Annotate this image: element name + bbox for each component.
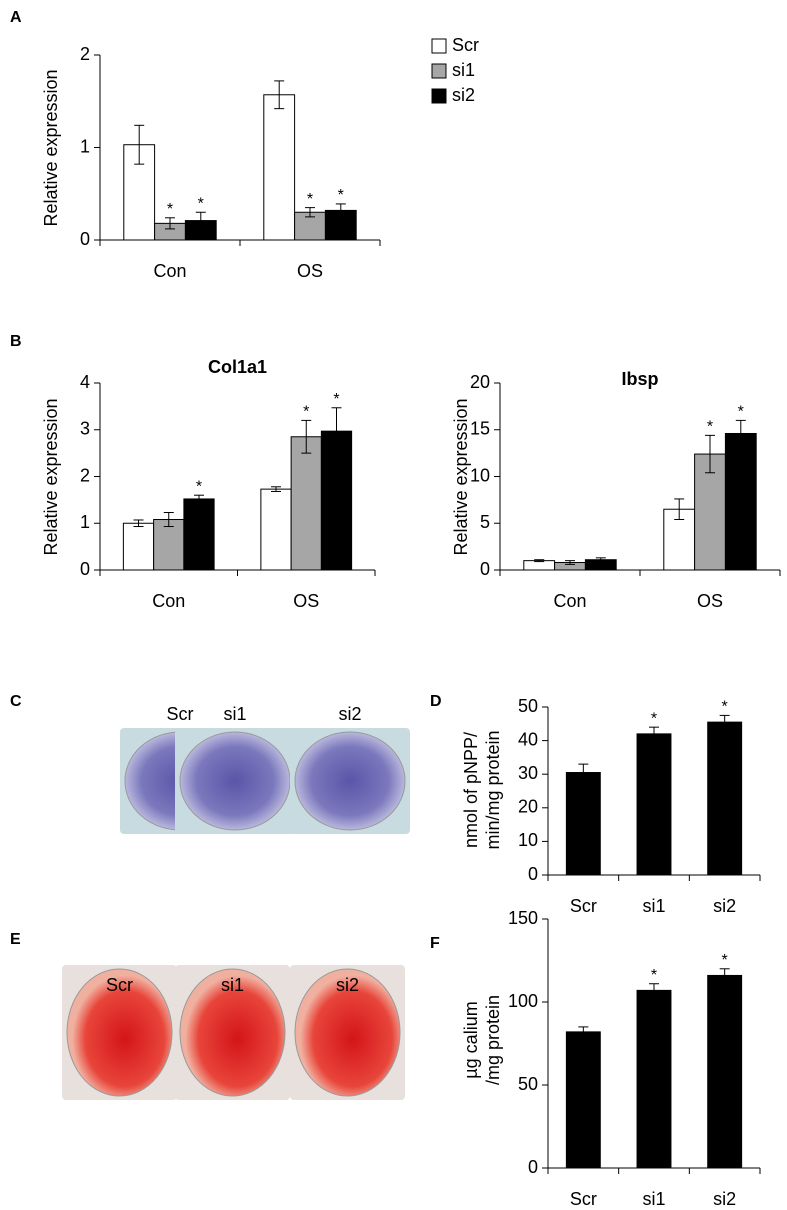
y-tick-label: 4	[80, 372, 90, 392]
chart-title: Ibsp	[621, 369, 658, 389]
significance: *	[738, 404, 744, 421]
legend-label: si2	[452, 85, 475, 105]
legend-swatch	[431, 63, 447, 79]
x-tick-label: OS	[297, 261, 323, 281]
well-caption: Scr	[167, 704, 194, 724]
well-caption: Scr	[106, 975, 133, 995]
bar	[707, 721, 743, 876]
y-tick-label: 0	[80, 229, 90, 249]
y-tick-label: 40	[518, 729, 538, 749]
x-tick-label: si1	[642, 1189, 665, 1209]
x-tick-label: Con	[553, 591, 586, 611]
bar	[260, 488, 292, 571]
bar	[263, 94, 296, 241]
y-axis-label: nmol of pNPP/	[461, 732, 481, 848]
y-tick-label: 150	[508, 908, 538, 928]
x-tick-label: OS	[697, 591, 723, 611]
y-axis-label: Relative expression	[451, 398, 471, 555]
y-axis-label: Relative expression	[41, 398, 61, 555]
significance: *	[167, 201, 173, 218]
bar	[707, 974, 743, 1169]
bar	[565, 772, 601, 876]
legend-swatch	[431, 88, 447, 104]
y-tick-label: 1	[80, 136, 90, 156]
x-tick-label: si2	[713, 896, 736, 916]
y-tick-label: 20	[470, 372, 490, 392]
y-tick-label: 0	[528, 1157, 538, 1177]
y-tick-label: 2	[80, 465, 90, 485]
y-tick-label: 5	[480, 512, 490, 532]
significance: *	[651, 967, 657, 984]
panel-label: D	[430, 693, 442, 710]
y-tick-label: 10	[518, 830, 538, 850]
y-tick-label: 20	[518, 797, 538, 817]
chart-title: Col1a1	[208, 357, 267, 377]
bar	[290, 436, 322, 571]
well	[179, 731, 291, 831]
legend-label: Scr	[452, 35, 479, 55]
significance: *	[651, 710, 657, 727]
y-tick-label: 1	[80, 512, 90, 532]
significance: *	[707, 419, 713, 436]
y-tick-label: 0	[80, 559, 90, 579]
well	[179, 968, 286, 1097]
significance: *	[338, 187, 344, 204]
x-tick-label: OS	[293, 591, 319, 611]
panel-label: C	[10, 693, 22, 710]
y-axis-label: µg calium	[461, 1001, 481, 1078]
well-caption: si1	[223, 704, 246, 724]
y-tick-label: 2	[80, 44, 90, 64]
x-tick-label: Con	[153, 261, 186, 281]
x-tick-label: si2	[713, 1189, 736, 1209]
x-tick-label: Scr	[570, 896, 597, 916]
y-axis-label: /mg protein	[483, 995, 503, 1085]
bar	[183, 498, 215, 571]
y-tick-label: 30	[518, 763, 538, 783]
panel-label: A	[10, 9, 22, 26]
well	[66, 968, 173, 1097]
x-tick-label: Scr	[570, 1189, 597, 1209]
panel-label: F	[430, 935, 440, 952]
y-tick-label: 15	[470, 419, 490, 439]
y-tick-label: 50	[518, 696, 538, 716]
well-caption: si2	[336, 975, 359, 995]
panel-label: B	[10, 333, 22, 350]
significance: *	[198, 195, 204, 212]
y-tick-label: 100	[508, 991, 538, 1011]
bar	[565, 1031, 601, 1169]
y-axis-label: Relative expression	[41, 69, 61, 226]
bar	[636, 989, 672, 1169]
y-axis-label: min/mg protein	[483, 730, 503, 849]
significance: *	[196, 478, 202, 495]
y-tick-label: 3	[80, 419, 90, 439]
x-tick-label: si1	[642, 896, 665, 916]
x-tick-label: Con	[152, 591, 185, 611]
significance: *	[307, 191, 313, 208]
y-tick-label: 0	[528, 864, 538, 884]
significance: *	[722, 952, 728, 969]
significance: *	[722, 699, 728, 716]
bar	[636, 733, 672, 876]
y-tick-label: 10	[470, 465, 490, 485]
significance: *	[333, 391, 339, 408]
bar	[122, 522, 155, 571]
y-tick-label: 50	[518, 1074, 538, 1094]
bar	[153, 519, 185, 571]
significance: *	[303, 404, 309, 421]
legend-swatch	[431, 38, 447, 54]
well	[294, 968, 401, 1097]
bar	[724, 432, 757, 571]
well-caption: si2	[338, 704, 361, 724]
y-tick-label: 0	[480, 559, 490, 579]
well-caption: si1	[221, 975, 244, 995]
well	[294, 731, 406, 831]
legend-label: si1	[452, 60, 475, 80]
panel-label: E	[10, 931, 21, 948]
